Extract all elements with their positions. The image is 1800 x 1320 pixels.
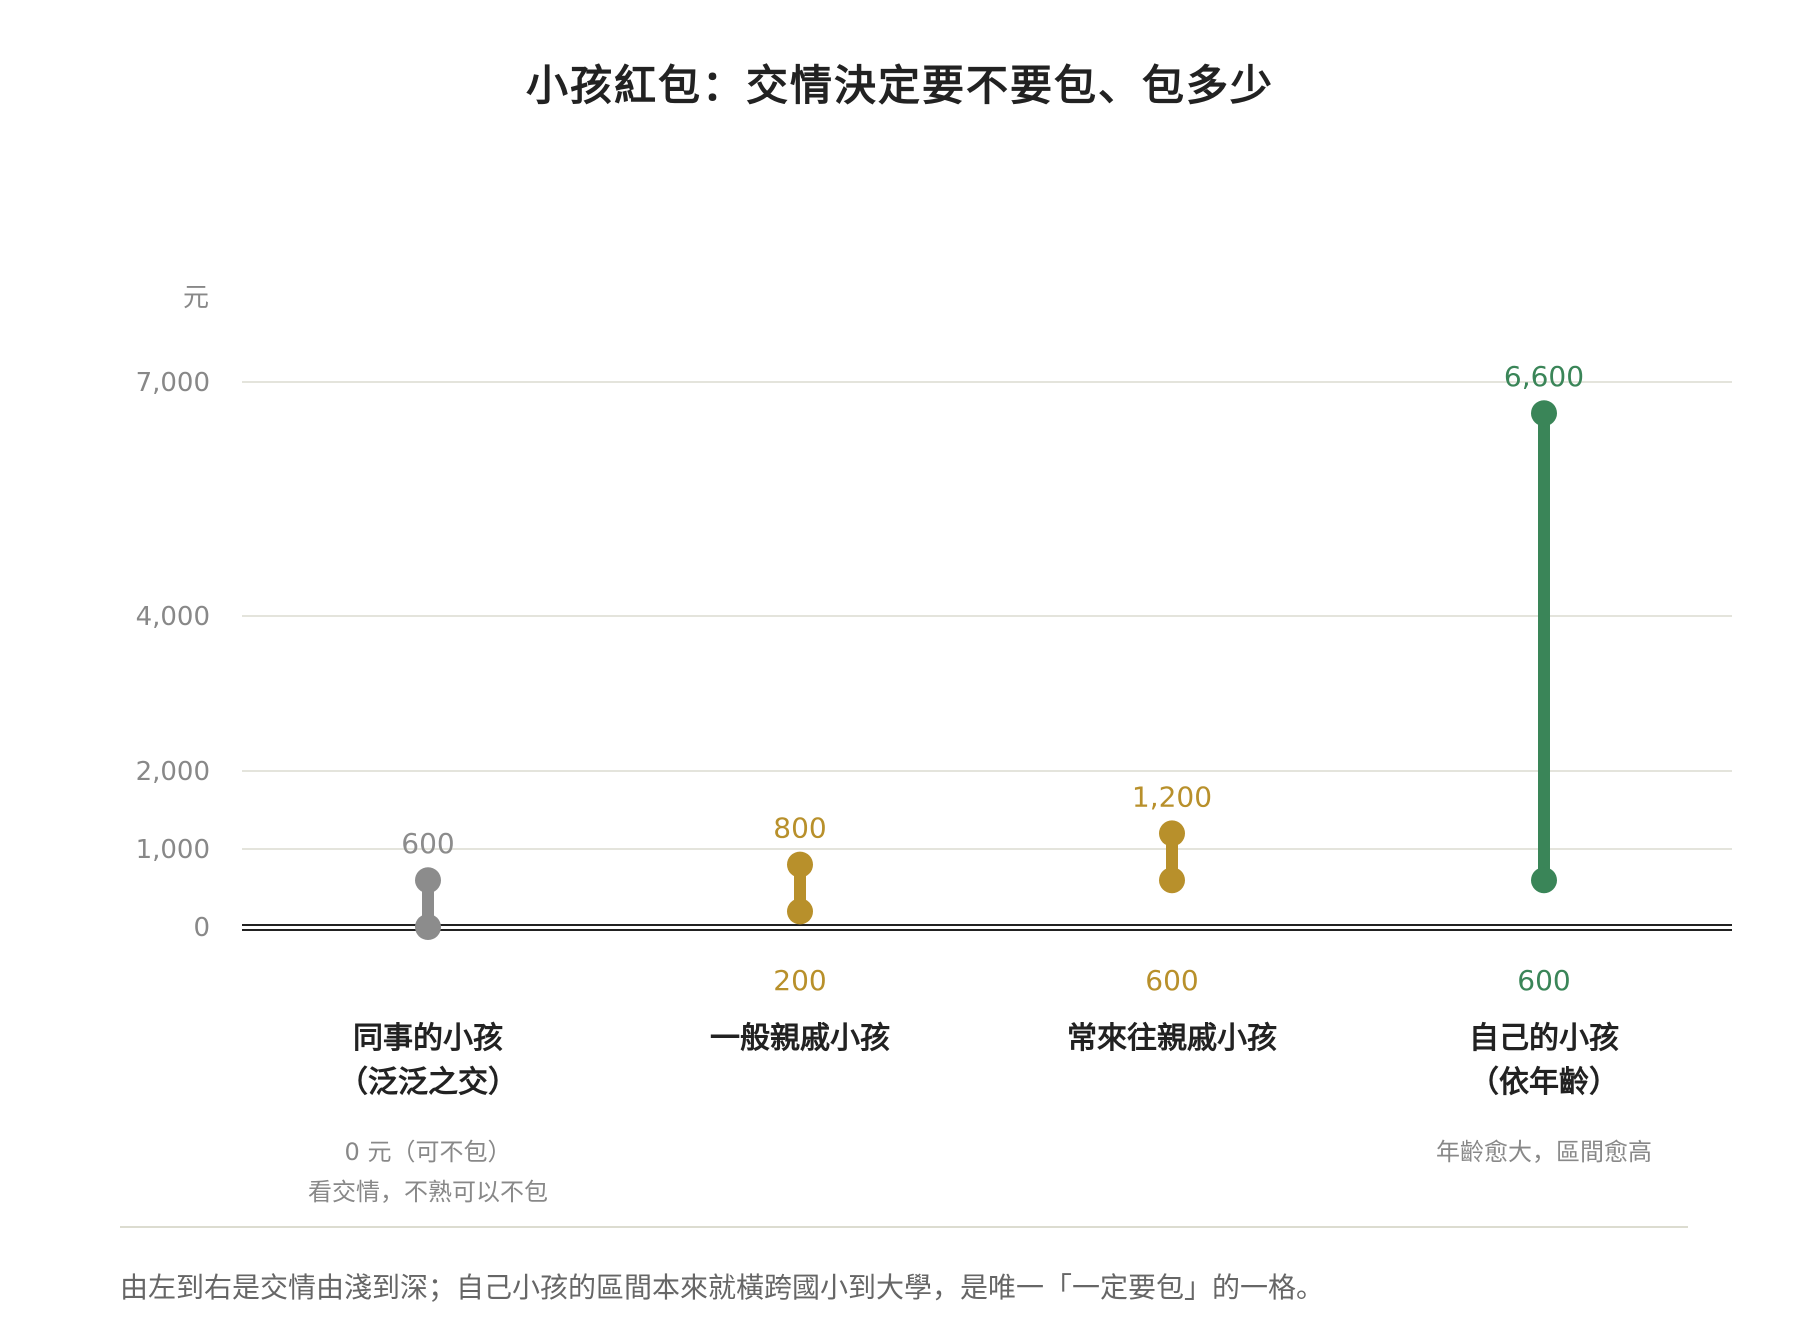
category-note: 年齡愈大，區間愈高 (1436, 1138, 1652, 1166)
category-label: （依年齡） (1469, 1065, 1619, 1100)
range-low-point (1531, 867, 1557, 894)
category-label: 一般親戚小孩 (710, 1021, 890, 1056)
range-high-point (787, 851, 813, 878)
y-tick-label: 7,000 (136, 368, 210, 398)
chart-title: 小孩紅包：交情決定要不要包、包多少 (525, 61, 1274, 110)
category-label: 同事的小孩 (353, 1021, 503, 1056)
range-high-point (1159, 820, 1185, 847)
low-value-label: 600 (1145, 964, 1198, 997)
range-low-point (787, 898, 813, 925)
category-note: 看交情，不熟可以不包 (308, 1178, 548, 1206)
low-value-label: 200 (773, 964, 826, 997)
high-value-label: 600 (401, 827, 454, 860)
high-value-label: 800 (773, 812, 826, 845)
y-tick-label: 1,000 (136, 835, 210, 865)
category-label: 常來往親戚小孩 (1067, 1021, 1277, 1056)
range-high-point (1531, 400, 1557, 427)
range-high-point (415, 867, 441, 894)
range-low-point (415, 914, 441, 940)
y-tick-label: 0 (193, 913, 210, 943)
range-chart: 元 0 1,000 2,000 4,000 7,000 600 同事的小孩 （泛泛之交） 0 元（… (136, 283, 1732, 1206)
footnote-divider (120, 1226, 1688, 1228)
high-value-label: 6,600 (1504, 360, 1584, 393)
high-value-label: 1,200 (1132, 780, 1212, 813)
category-label: 自己的小孩 (1469, 1021, 1619, 1056)
y-tick-label: 2,000 (136, 757, 210, 787)
y-tick-label: 4,000 (136, 602, 210, 632)
y-unit-label: 元 (183, 283, 209, 313)
low-value-label: 600 (1517, 964, 1570, 997)
range-low-point (1159, 867, 1185, 894)
footnote: 由左到右是交情由淺到深；自己小孩的區間本來就橫跨國小到大學，是唯一「一定要包」的… (120, 1271, 1325, 1304)
category-note: 0 元（可不包） (345, 1138, 512, 1166)
category-label: （泛泛之交） (338, 1065, 518, 1100)
